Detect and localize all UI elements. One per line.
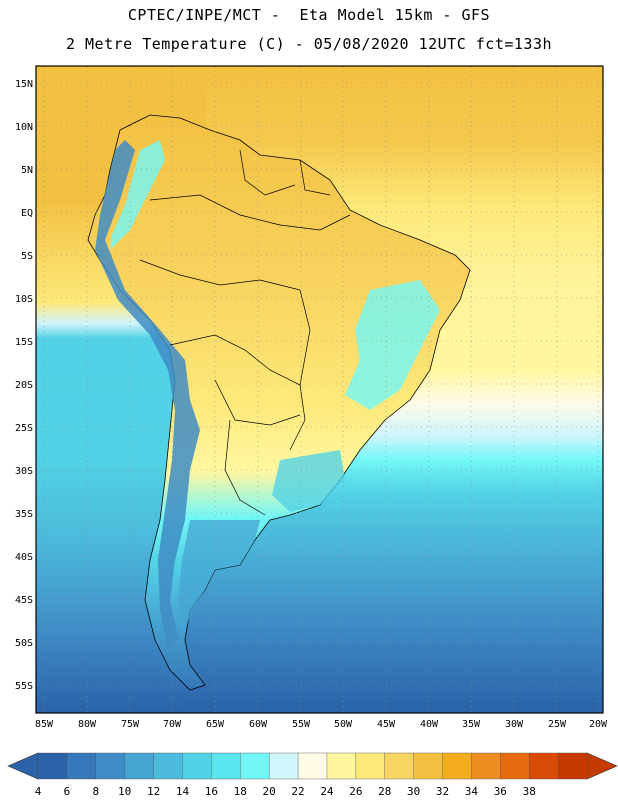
colorbar-label: 24 (320, 785, 334, 798)
colorbar-label: 8 (92, 785, 99, 798)
lat-label: 40S (15, 552, 33, 563)
colorbar-legend: 4 6 8 10 12 14 16 18 20 22 24 26 28 30 32 34 36 38 (7, 752, 618, 798)
colorbar-cell (268, 752, 299, 780)
lon-label: 55W (292, 719, 311, 730)
southern-brazil-cool-patch (272, 450, 345, 512)
colorbar-cell (240, 752, 270, 780)
lon-label: 40W (420, 719, 439, 730)
lat-label: 5N (21, 165, 33, 176)
colorbar-label: 6 (64, 785, 71, 798)
colorbar-cell (297, 752, 328, 780)
colorbar-cell (442, 752, 472, 780)
longitude-axis: 85W 80W 75W 70W 65W 60W 55W 50W 45W 40W … (35, 719, 608, 730)
colorbar-label: 18 (234, 785, 247, 798)
lon-label: 80W (78, 719, 97, 730)
colorbar-right-arrow (586, 752, 618, 780)
lon-label: 20W (589, 719, 608, 730)
lat-label: 15S (15, 337, 33, 348)
colorbar-cell (471, 752, 501, 780)
colorbar-cell (500, 752, 530, 780)
colorbar-label: 10 (118, 785, 131, 798)
colorbar-label: 36 (494, 785, 507, 798)
colorbar-cell (66, 752, 97, 780)
andes-cold-band (95, 140, 200, 650)
lat-label: 35S (15, 509, 33, 520)
colorbar-cell (211, 752, 241, 780)
colorbar-label: 28 (378, 785, 391, 798)
colorbar-label: 34 (465, 785, 479, 798)
colorbar-label: 30 (407, 785, 420, 798)
colorbar-label: 32 (436, 785, 449, 798)
colorbar-cell (355, 752, 386, 780)
lat-label: 55S (15, 681, 33, 692)
lat-label: 25S (15, 423, 33, 434)
plot-area (36, 66, 603, 713)
colorbar-cell (384, 752, 415, 780)
colorbar-cells (37, 752, 588, 780)
colorbar-label: 12 (147, 785, 160, 798)
lon-label: 60W (249, 719, 268, 730)
latitude-axis: 15N 10N 5N EQ 5S 10S 15S 20S 25S 30S 35S… (15, 79, 33, 692)
map-title-line-1: CPTEC/INPE/MCT - Eta Model 15km - GFS (127, 6, 491, 24)
lon-label: 25W (548, 719, 567, 730)
lat-label: 50S (15, 638, 33, 649)
lat-label: 10N (15, 122, 33, 133)
lon-label: 30W (505, 719, 524, 730)
lat-label: 20S (15, 380, 33, 391)
colorbar-label: 16 (205, 785, 218, 798)
colorbar-cell (95, 752, 126, 780)
lon-label: 50W (334, 719, 353, 730)
colorbar-label: 38 (523, 785, 536, 798)
lat-label: 10S (15, 294, 33, 305)
lat-label: 45S (15, 595, 33, 606)
lat-label: 30S (15, 466, 33, 477)
lat-label: 5S (21, 251, 33, 262)
lat-label: 15N (15, 79, 33, 90)
lon-label: 35W (462, 719, 481, 730)
colorbar-cell (529, 752, 559, 780)
lon-label: 65W (206, 719, 225, 730)
colorbar-cell (37, 752, 68, 780)
colorbar-cell (153, 752, 183, 780)
colorbar-left-arrow (7, 752, 39, 780)
colorbar-label: 26 (349, 785, 362, 798)
colorbar-cell (413, 752, 444, 780)
lat-label: EQ (21, 208, 33, 219)
country-borders (139, 149, 351, 516)
map-title-line-2: 2 Metre Temperature (C) - 05/08/2020 12U… (65, 35, 553, 53)
brazil-highlands-cool-patch (345, 280, 440, 410)
colorbar-cell (182, 752, 212, 780)
colorbar-cell (326, 752, 357, 780)
lon-label: 75W (121, 719, 140, 730)
lon-label: 45W (377, 719, 396, 730)
lon-label: 85W (35, 719, 54, 730)
colorbar-label: 22 (291, 785, 304, 798)
patagonia-cool-region (178, 520, 260, 640)
andes-highlands (110, 140, 165, 250)
colorbar-labels: 4 6 8 10 12 14 16 18 20 22 24 26 28 30 32 34 36 38 (35, 785, 536, 798)
colorbar-label: 20 (263, 785, 276, 798)
colorbar-label: 4 (35, 785, 42, 798)
colorbar-label: 14 (176, 785, 190, 798)
lon-label: 70W (163, 719, 182, 730)
plot-frame (35, 65, 604, 714)
colorbar-cell (557, 752, 588, 780)
colorbar-cell (124, 752, 155, 780)
